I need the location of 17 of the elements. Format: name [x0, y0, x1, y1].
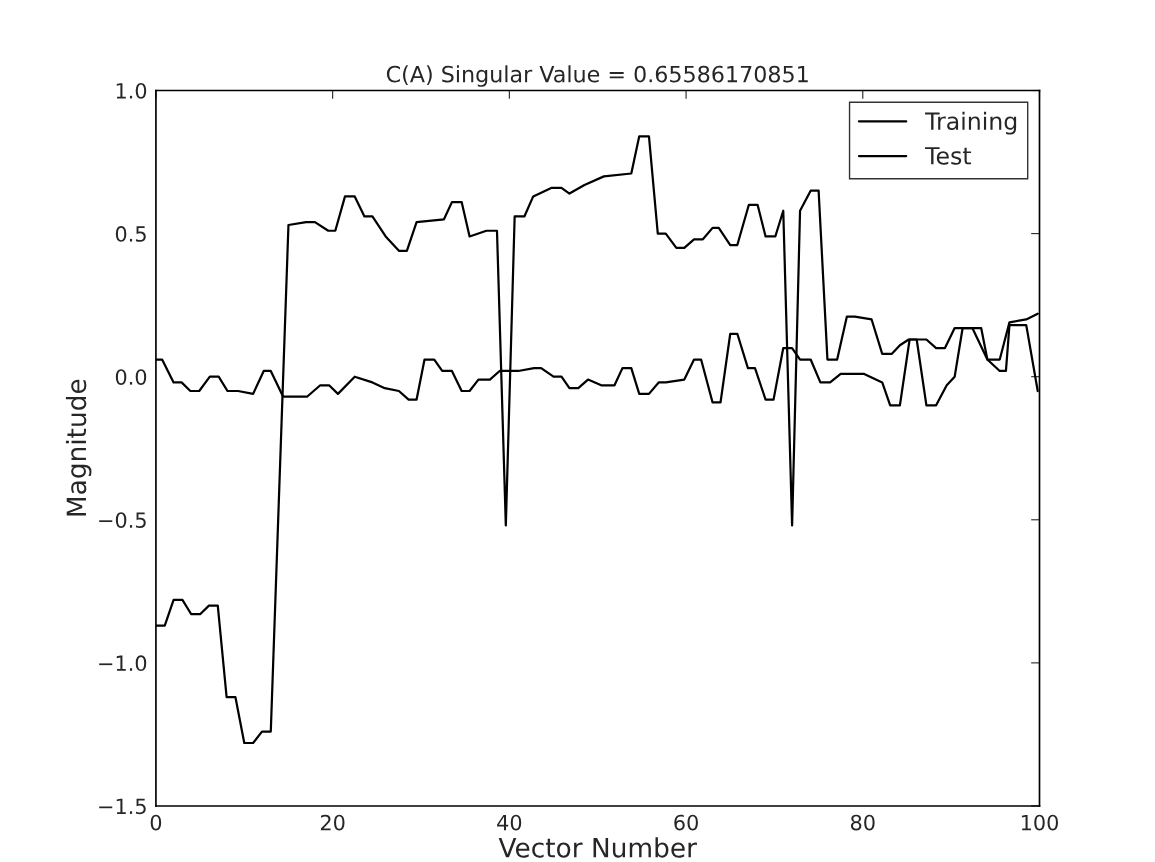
x-tick-label: 60 — [674, 814, 698, 831]
x-tick-label: 100 — [1021, 814, 1058, 831]
y-tick-label: 0.5 — [115, 226, 146, 242]
legend-label: Training — [925, 111, 1017, 135]
y-tick-label: 0.0 — [115, 369, 147, 385]
y-tick-label: −1.0 — [99, 655, 147, 672]
y-axis-title: Magnitude — [65, 379, 92, 516]
chart-title: C(A) Singular Value = 0.65586170851 — [386, 65, 808, 87]
x-tick-label: 0 — [150, 814, 162, 831]
y-tick-label: −0.5 — [99, 512, 146, 528]
y-tick-label: −1.5 — [99, 798, 146, 815]
y-tick-label: 1.0 — [116, 82, 147, 99]
x-tick-label: 80 — [850, 814, 875, 831]
x-axis-title: Vector Number — [498, 837, 697, 858]
x-tick-label: 20 — [320, 814, 345, 831]
x-tick-label: 40 — [497, 814, 522, 831]
legend-label: Test — [925, 147, 972, 165]
